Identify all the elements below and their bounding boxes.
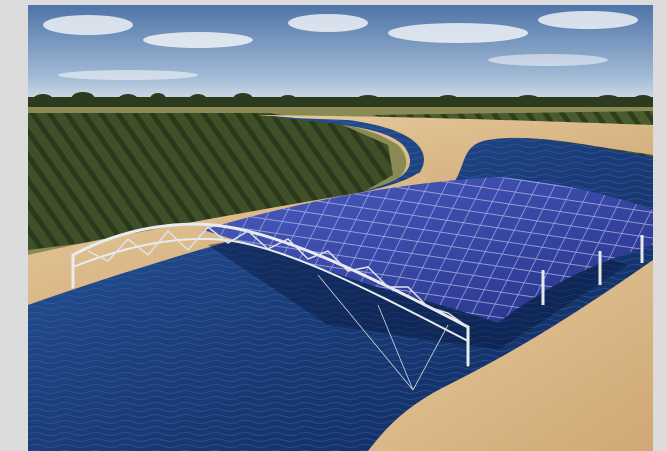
distant-treeline — [28, 92, 653, 109]
orchard-shadow — [28, 113, 393, 250]
clouds — [43, 11, 638, 80]
support-legs — [541, 235, 644, 305]
solar-panel-grid — [203, 177, 653, 323]
photo-frame — [28, 5, 653, 451]
near-right-bank — [368, 260, 653, 451]
truss-bracing — [87, 225, 469, 328]
far-bank — [258, 115, 653, 195]
orchard-left — [28, 113, 393, 250]
solar-canal-photo — [28, 5, 653, 451]
cable-stays — [317, 274, 449, 391]
